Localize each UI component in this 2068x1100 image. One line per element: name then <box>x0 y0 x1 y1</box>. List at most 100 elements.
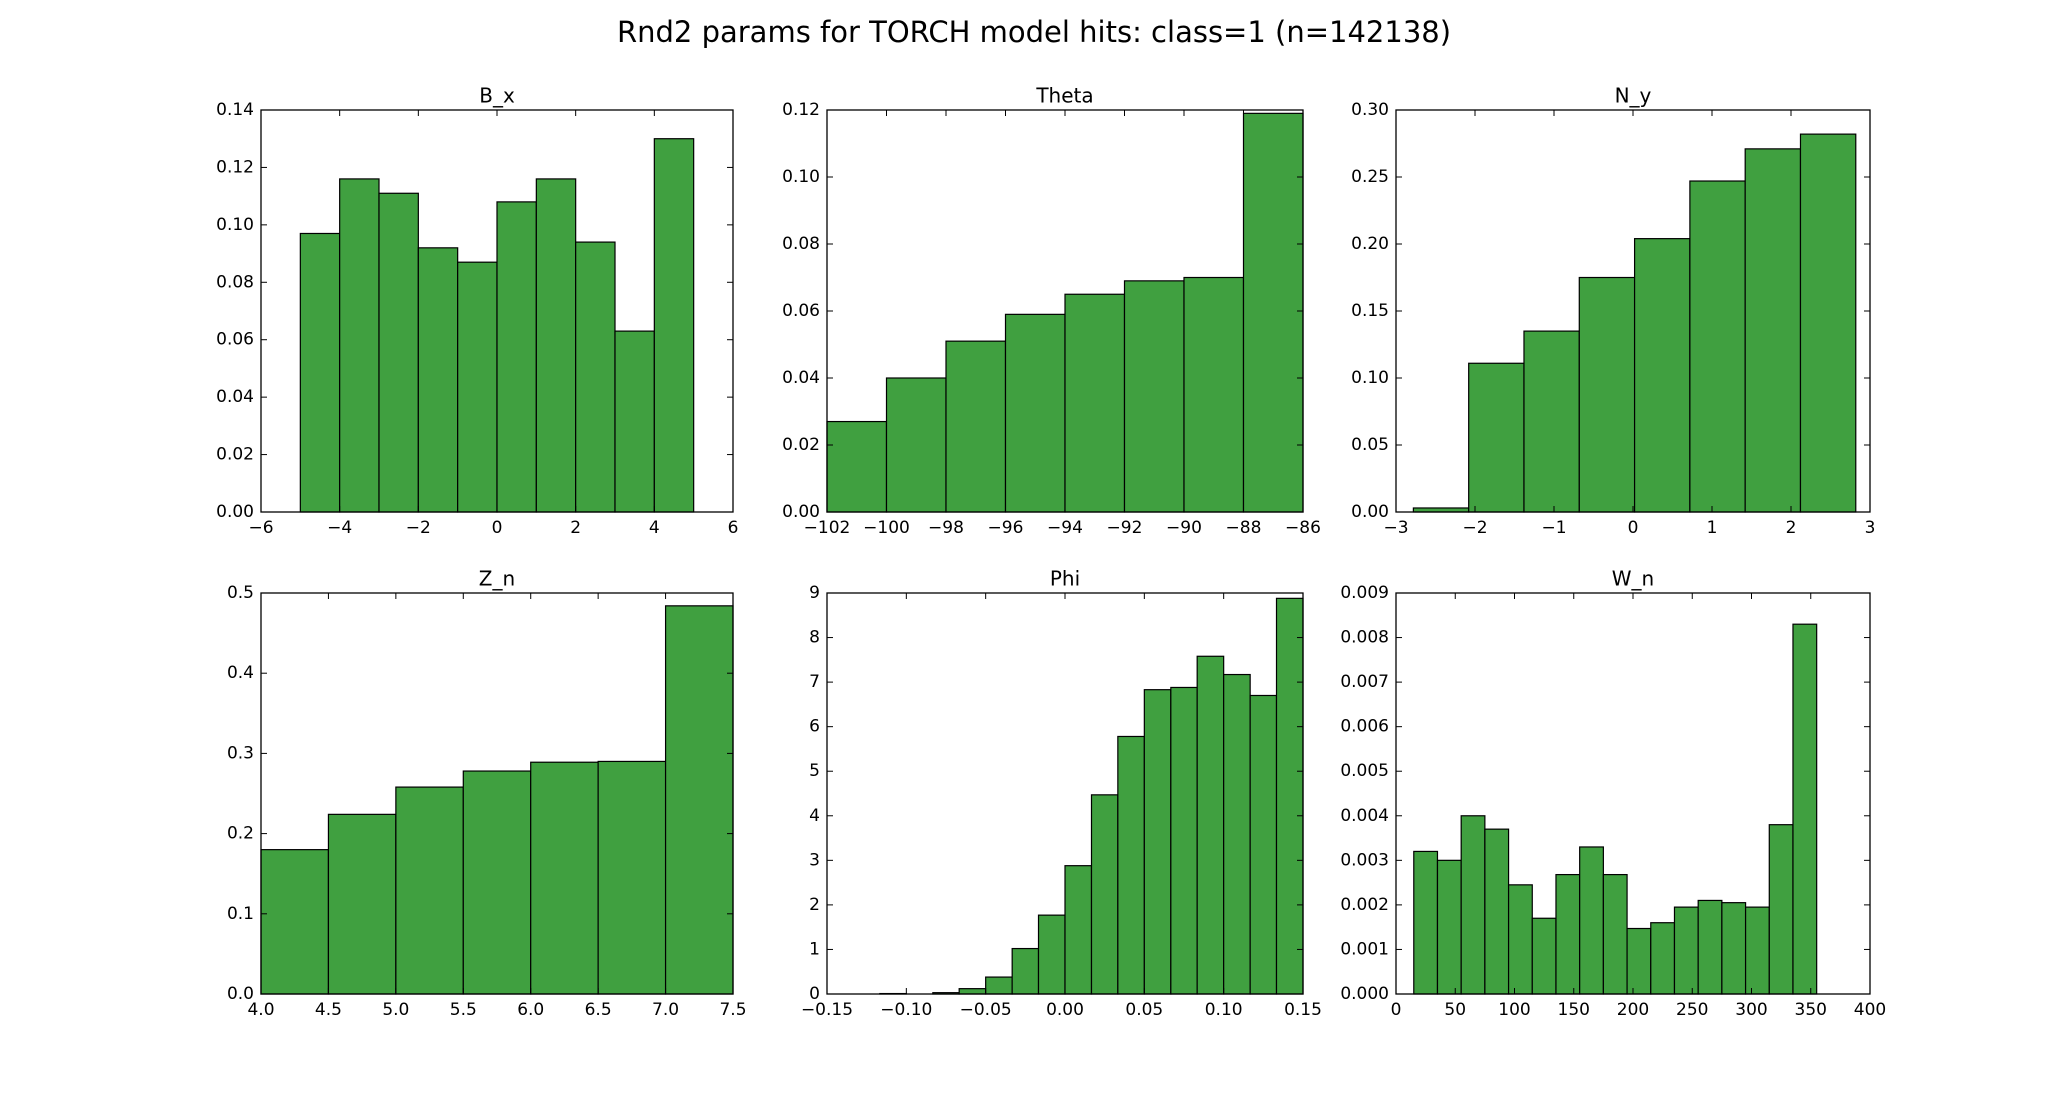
bar <box>1275 597 1304 995</box>
bar <box>1507 884 1533 995</box>
bar <box>1117 735 1145 995</box>
x-tick-label: 2 <box>570 518 581 538</box>
y-tick-label: 6 <box>809 717 820 737</box>
y-tick-label: 0.05 <box>1351 435 1389 455</box>
bar <box>1579 846 1604 995</box>
x-tick-label: 5.0 <box>382 1000 409 1020</box>
y-tick-label: 0.1 <box>227 904 254 924</box>
bar <box>1064 865 1093 995</box>
bar <box>1436 859 1462 995</box>
x-tick-label: −6 <box>248 518 273 538</box>
bar <box>885 377 947 513</box>
x-tick-label: −100 <box>863 518 910 538</box>
bar <box>1744 906 1770 995</box>
x-tick-label: 0.05 <box>1125 1000 1163 1020</box>
figure-title: Rnd2 params for TORCH model hits: class=… <box>617 15 1451 49</box>
bar <box>378 192 419 513</box>
bar <box>614 330 655 513</box>
panel-title: Z_n <box>479 567 515 591</box>
x-tick-label: 3 <box>1865 518 1876 538</box>
y-tick-label: 0.08 <box>782 234 820 254</box>
bar <box>1123 280 1185 513</box>
bar <box>597 760 667 995</box>
y-tick-label: 9 <box>809 583 820 603</box>
y-tick-label: 0.02 <box>782 435 820 455</box>
x-tick-label: 300 <box>1735 1000 1767 1020</box>
y-tick-label: 0.08 <box>216 272 254 292</box>
bar <box>1468 362 1525 513</box>
bar <box>1650 922 1676 995</box>
y-tick-label: 0.00 <box>1351 502 1389 522</box>
bar <box>1460 815 1486 995</box>
axes-frame <box>1395 592 1871 995</box>
x-tick-label: −2 <box>1462 518 1487 538</box>
y-tick-label: 0.02 <box>216 445 254 465</box>
y-tick-label: 4 <box>809 806 820 826</box>
x-tick-label: 250 <box>1676 1000 1708 1020</box>
bar <box>1004 313 1066 513</box>
bar <box>327 813 397 995</box>
bar <box>1413 850 1439 995</box>
axes-frame <box>260 109 734 513</box>
x-tick-label: 6 <box>728 518 739 538</box>
x-tick-label: −94 <box>1047 518 1083 538</box>
x-tick-label: 0 <box>492 518 503 538</box>
x-tick-label: 6.5 <box>585 1000 612 1020</box>
y-tick-label: 0.001 <box>1340 939 1389 959</box>
bar <box>1633 238 1691 513</box>
bar <box>1064 293 1126 513</box>
bar <box>462 770 532 995</box>
x-tick-label: 5.5 <box>450 1000 477 1020</box>
x-tick-label: 4.5 <box>315 1000 342 1020</box>
panel-title: W_n <box>1612 567 1654 591</box>
bar <box>1602 873 1628 995</box>
x-tick-label: 400 <box>1854 1000 1886 1020</box>
y-tick-label: 0 <box>809 984 820 1004</box>
x-tick-label: 150 <box>1558 1000 1590 1020</box>
bar <box>826 420 888 513</box>
x-tick-label: −0.15 <box>801 1000 853 1020</box>
bar <box>1011 947 1040 995</box>
x-tick-label: 50 <box>1444 1000 1466 1020</box>
panel-title: Theta <box>1035 84 1093 108</box>
y-tick-label: 0.2 <box>227 824 254 844</box>
x-tick-label: −102 <box>804 518 851 538</box>
y-tick-label: 0.12 <box>216 157 254 177</box>
x-tick-label: 2 <box>1786 518 1797 538</box>
y-tick-label: 0.30 <box>1351 100 1389 120</box>
x-tick-label: 4.0 <box>247 1000 274 1020</box>
y-tick-label: 0.15 <box>1351 301 1389 321</box>
bar <box>496 201 537 513</box>
bar <box>1242 112 1304 513</box>
bar <box>260 849 330 995</box>
bar <box>653 138 695 513</box>
bar <box>1170 686 1198 995</box>
bar <box>1196 655 1225 995</box>
y-tick-label: 0.009 <box>1340 583 1389 603</box>
x-tick-label: 350 <box>1795 1000 1827 1020</box>
x-tick-label: −90 <box>1166 518 1202 538</box>
y-tick-label: 1 <box>809 939 820 959</box>
y-tick-label: 0.04 <box>216 387 254 407</box>
bar <box>1249 694 1278 995</box>
y-tick-label: 0.20 <box>1351 234 1389 254</box>
x-tick-label: 1 <box>1707 518 1718 538</box>
y-tick-label: 0.4 <box>227 663 254 683</box>
bar <box>1799 133 1857 513</box>
x-tick-label: 0.10 <box>1205 1000 1243 1020</box>
bar <box>1037 914 1066 995</box>
y-tick-label: 0.5 <box>227 583 254 603</box>
x-tick-label: −96 <box>988 518 1024 538</box>
y-tick-label: 0.04 <box>782 368 820 388</box>
y-tick-label: 0.008 <box>1340 628 1389 648</box>
y-tick-label: 0.000 <box>1340 984 1389 1004</box>
bar <box>1689 180 1746 513</box>
x-tick-label: −0.05 <box>960 1000 1012 1020</box>
x-tick-label: −4 <box>327 518 352 538</box>
y-tick-label: 3 <box>809 850 820 870</box>
y-tick-label: 0.06 <box>216 330 254 350</box>
y-tick-label: 0.006 <box>1340 717 1389 737</box>
bar <box>985 976 1013 995</box>
x-tick-label: 7.5 <box>719 1000 746 1020</box>
